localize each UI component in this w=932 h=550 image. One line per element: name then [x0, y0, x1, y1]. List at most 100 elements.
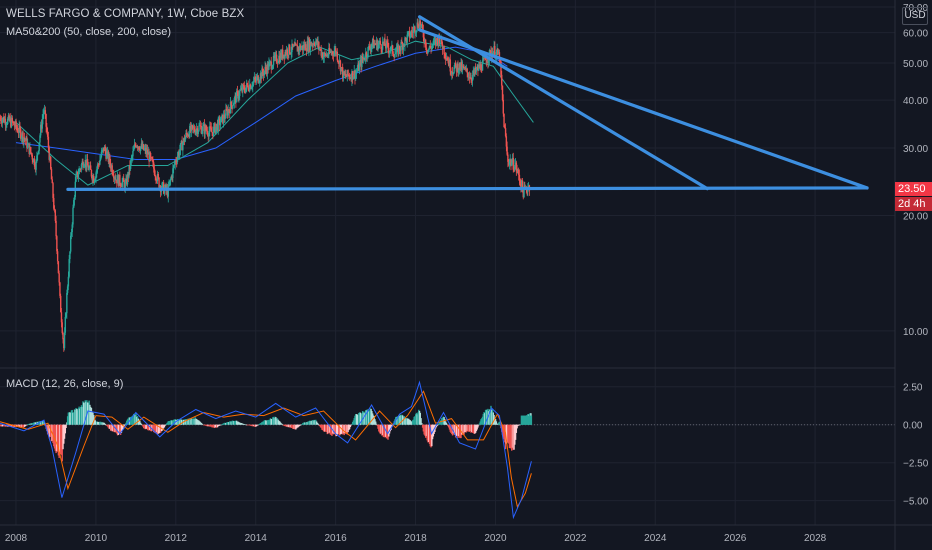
candle-body	[15, 121, 17, 128]
macd-histogram-bar	[124, 424, 126, 425]
macd-histogram-bar	[21, 424, 23, 427]
macd-histogram-bar	[151, 424, 153, 431]
candle-body	[50, 168, 53, 180]
candle-body	[18, 125, 20, 133]
macd-histogram-bar	[94, 420, 96, 425]
macd-histogram-bar	[93, 418, 96, 425]
candle-body	[111, 165, 113, 174]
candle-body	[279, 52, 282, 63]
macd-histogram-bar	[349, 424, 352, 428]
macd-histogram-bar	[210, 424, 213, 427]
candle-body	[239, 89, 242, 91]
candle-body	[222, 114, 224, 124]
macd-histogram-bar	[242, 423, 245, 425]
candle-body	[132, 148, 135, 152]
candle-body	[216, 123, 219, 131]
macd-histogram-bar	[132, 414, 135, 425]
macd-histogram-bar	[73, 412, 75, 425]
candle-body	[196, 128, 198, 131]
candle-body	[363, 58, 365, 60]
macd-histogram-bar	[190, 417, 193, 425]
candle-body	[345, 76, 348, 78]
macd-histogram-bar	[10, 424, 12, 427]
symbol-title[interactable]: WELLS FARGO & COMPANY, 1W, Cboe BZX	[6, 8, 245, 20]
macd-histogram-bar	[307, 421, 309, 425]
candle-body	[480, 63, 482, 71]
macd-histogram-bar	[508, 424, 511, 449]
macd-pane[interactable]	[0, 380, 533, 520]
macd-histogram-bar	[504, 424, 506, 443]
candle-body	[458, 70, 460, 73]
candle-body	[286, 49, 289, 55]
trendlines[interactable]	[66, 15, 869, 191]
candle-body	[454, 62, 457, 66]
macd-histogram-bar	[513, 424, 515, 450]
candle-body	[56, 236, 58, 252]
price-axis[interactable]: 10.00 20.00 30.00 40.00 50.00 60.00 70.00	[903, 3, 928, 338]
macd-histogram-bar	[197, 420, 199, 425]
candle-body	[235, 95, 237, 103]
candle-body	[265, 66, 267, 70]
macd-histogram-bar	[67, 412, 70, 425]
candle-body	[273, 55, 276, 58]
macd-histogram-bar	[527, 415, 530, 425]
candle-body	[208, 131, 210, 137]
candle-body	[342, 71, 345, 79]
macd-histogram-bar	[17, 424, 20, 427]
macd-histogram-bar	[23, 424, 26, 427]
macd-legend[interactable]: MACD (12, 26, close, 9)	[6, 378, 124, 390]
macd-histogram-bar	[224, 422, 226, 425]
candle-body	[39, 135, 41, 143]
time-tick-label: 2016	[325, 533, 348, 544]
macd-histogram-bar	[80, 405, 83, 425]
macd-histogram-bar	[345, 424, 348, 434]
candle-body	[248, 89, 250, 91]
macd-histogram-bar	[95, 421, 97, 425]
candle-body	[26, 137, 28, 148]
candle-body	[224, 118, 226, 119]
price-pane[interactable]	[0, 15, 869, 352]
candle-body	[174, 161, 176, 165]
candle-body	[152, 160, 154, 163]
candle-body	[153, 168, 156, 176]
macd-histogram-bar	[130, 416, 133, 425]
candle-body	[504, 127, 506, 129]
macd-histogram-bar	[506, 424, 508, 443]
macd-histogram-bar	[0, 424, 2, 427]
macd-histogram-bar	[297, 424, 299, 428]
candle-body	[185, 132, 187, 138]
macd-axis[interactable]: 2.50 0.00 −2.50 −5.00	[903, 383, 929, 508]
candle-body	[162, 182, 164, 184]
macd-histogram-bar	[18, 424, 20, 428]
macd-histogram-bar	[159, 424, 161, 433]
ma-legend[interactable]: MA50&200 (50, close, 200, close)	[6, 26, 172, 38]
macd-histogram-bar	[480, 419, 482, 425]
currency-badge[interactable]: USD	[902, 7, 928, 25]
macd-histogram-bar	[212, 424, 214, 428]
candle-body	[414, 26, 416, 34]
macd-histogram-bar	[262, 421, 264, 425]
candle-body	[454, 62, 456, 68]
candle-body	[225, 109, 227, 119]
time-axis[interactable]: 2008 2010 2012 2014 2016 2018 2020 2022 2024 2026…	[5, 533, 827, 544]
macd-histogram-bar	[488, 409, 491, 425]
macd-histogram-bar	[498, 421, 501, 425]
macd-histogram-bar	[411, 420, 414, 425]
macd-histogram-bar	[106, 424, 108, 426]
macd-histogram-bar	[351, 423, 353, 425]
macd-histogram-bar	[278, 421, 281, 425]
macd-histogram-bar	[232, 421, 235, 425]
macd-histogram-bar	[16, 424, 18, 427]
macd-histogram-bar	[142, 424, 145, 429]
macd-histogram-bar	[101, 422, 103, 425]
candle-body	[306, 41, 309, 52]
candle-body	[7, 115, 10, 119]
macd-histogram-bar	[439, 420, 441, 425]
macd-histogram-bar	[25, 424, 27, 426]
candle-body	[440, 36, 442, 43]
macd-histogram-bar	[332, 424, 334, 434]
macd-histogram-bar	[476, 424, 478, 430]
macd-histogram-bar	[415, 412, 418, 425]
macd-histogram-bar	[63, 424, 66, 439]
